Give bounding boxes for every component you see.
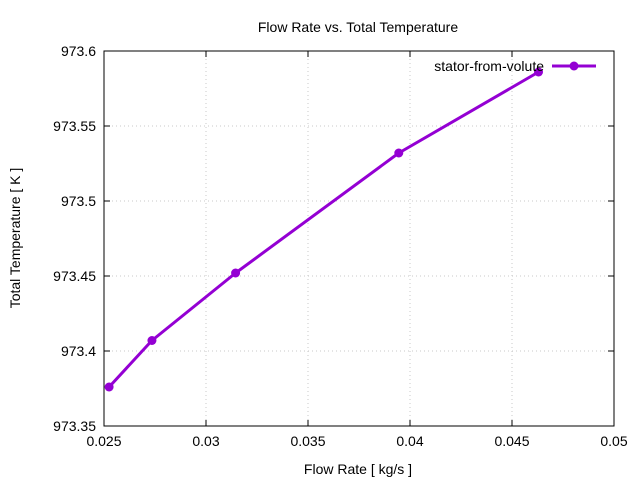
x-tick-label: 0.035 xyxy=(290,433,325,449)
axis-ticks: 0.025 0.03 0.035 0.04 0.045 0.05 973.35 973.4 97… xyxy=(53,43,628,449)
data-point xyxy=(147,336,157,345)
y-tick-label: 973.45 xyxy=(53,268,96,284)
y-tick-label: 973.35 xyxy=(53,418,96,434)
legend: stator-from-volute xyxy=(434,58,596,74)
x-tick-label: 0.03 xyxy=(192,433,219,449)
legend-marker xyxy=(569,61,579,71)
y-tick-label: 973.6 xyxy=(61,43,96,59)
data-point xyxy=(394,148,404,158)
x-tick-label: 0.05 xyxy=(600,433,627,449)
grid xyxy=(104,51,614,426)
series-line xyxy=(107,70,540,389)
x-tick-label: 0.025 xyxy=(86,433,121,449)
legend-label: stator-from-volute xyxy=(434,58,544,74)
x-axis-label: Flow Rate [ kg/s ] xyxy=(304,461,412,477)
x-tick-label: 0.045 xyxy=(494,433,529,449)
y-tick-label: 973.5 xyxy=(61,193,96,209)
x-tick-label: 0.04 xyxy=(396,433,423,449)
series-layer xyxy=(104,67,544,392)
y-axis-label: Total Temperature [ K ] xyxy=(7,168,23,309)
data-point xyxy=(104,382,114,392)
y-tick-label: 973.55 xyxy=(53,118,96,134)
chart-title: Flow Rate vs. Total Temperature xyxy=(258,19,458,35)
y-tick-label: 973.4 xyxy=(61,343,96,359)
data-point xyxy=(231,268,241,278)
plot-frame xyxy=(103,50,615,427)
data-point xyxy=(534,67,544,77)
